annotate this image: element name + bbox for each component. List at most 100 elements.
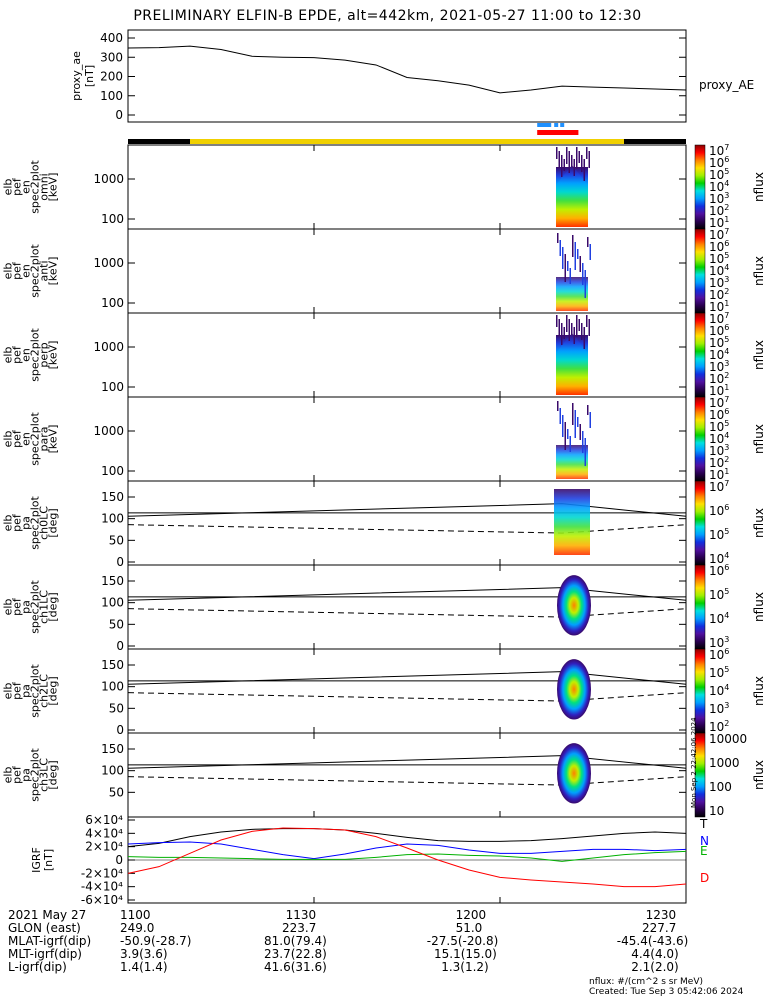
footer-cell: 41.6(31.6) (264, 960, 327, 974)
proxy-ae-tick-label: 300 (100, 50, 123, 64)
igrf-tick-label: 4×10⁴ (85, 826, 123, 840)
spectrogram-noise (556, 315, 558, 327)
colorbar-tick-base: 10 (709, 312, 724, 326)
colorbar-tick-exponent: 3 (724, 443, 729, 452)
panel-ylabel-line: spec2plot (29, 664, 42, 718)
footer-cell: 1130 (285, 908, 317, 922)
proxy-ae-tick-label: 400 (100, 31, 123, 45)
colorbar-tick-label: 103 (709, 275, 729, 290)
spectrogram-noise (558, 151, 560, 168)
footer-row-label: MLT-igrf(dip) (8, 947, 82, 961)
colorbar-tick-label: 102 (709, 287, 729, 302)
spectrogram-noise (563, 159, 565, 171)
panel-ylabel-line: pa (20, 516, 33, 530)
colorbar-tick-label: 102 (709, 455, 729, 470)
colorbar-tick-exponent: 3 (724, 191, 729, 200)
spectrogram-noise (573, 159, 575, 176)
igrf-legend-E: E (700, 844, 708, 858)
panel-ylabel-line: [deg] (47, 508, 60, 537)
panel-ylabel-line: [deg] (47, 676, 60, 705)
colorbar-tick-base: 10 (709, 648, 724, 662)
spectrogram-noise (566, 147, 568, 164)
panel-ylabel-line: elb (2, 431, 15, 448)
colorbar-tick-label: 105 (709, 527, 729, 542)
colorbar-tick-label: 106 (709, 503, 729, 518)
orbit-bar-yellow (190, 139, 624, 144)
colorbar-tick-label: 104 (709, 347, 729, 362)
colorbar-tick-base: 10 (709, 156, 724, 170)
colorbar-tick-label: 105 (709, 251, 729, 266)
colorbar-tick-label: 104 (709, 431, 729, 446)
loss-cone-dashed (127, 776, 687, 786)
spectrogram-noise (578, 151, 580, 163)
colorbar-tick-label: 103 (709, 443, 729, 458)
panel-ylabel-line: en (20, 180, 33, 194)
colorbar-label: nflux (752, 256, 766, 286)
colorbar-tick-exponent: 5 (724, 167, 729, 176)
colorbar-tick-exponent: 7 (724, 311, 729, 320)
units-text: nflux: #/(cm^2 s sr MeV) (589, 977, 703, 987)
spectrogram-noise (589, 244, 591, 260)
spectrogram-noise (574, 410, 576, 438)
y-tick-label: 50 (109, 701, 124, 715)
colorbar-tick-base: 10 (709, 456, 724, 470)
colorbar-tick-label: 104 (709, 611, 729, 626)
loss-cone-solid (127, 587, 687, 601)
panel-ylabel-line: spec2plot (29, 496, 42, 550)
y-tick-label: 150 (101, 742, 124, 756)
y-tick-label: 50 (109, 533, 124, 547)
spectrogram-frame (127, 144, 687, 230)
igrf-line-T (127, 828, 687, 848)
colorbar-tick-label: 104 (709, 683, 729, 698)
colorbar (694, 144, 706, 230)
colorbar-tick-base: 10 (709, 276, 724, 290)
igrf-legend-N: N (700, 834, 709, 848)
colorbar-tick-label: 1000 (709, 756, 740, 770)
panel-ylabel-line: spec2plot (29, 160, 42, 214)
footer-cell: 227.7 (642, 921, 677, 935)
spectrogram-noise (581, 155, 583, 172)
colorbar-tick-exponent: 7 (724, 395, 729, 404)
colorbar-label: nflux (752, 172, 766, 202)
y-tick-label: 1000 (93, 340, 124, 354)
colorbar-tick-label: 101 (709, 467, 729, 482)
colorbar-tick-exponent: 2 (724, 719, 729, 728)
colorbar-tick-exponent: 5 (724, 587, 729, 596)
panel-ylabel-line: [keV] (47, 341, 60, 370)
y-tick-label: 100 (101, 296, 124, 310)
colorbar-tick-base: 10 (709, 444, 724, 458)
panel-ylabel-line: omni (38, 173, 51, 200)
colorbar-tick-label: 100 (709, 780, 732, 794)
colorbar-tick-base: 10 (709, 300, 724, 314)
colorbar-tick-base: 10 (709, 564, 724, 578)
colorbar-tick-base: 10 (709, 528, 724, 542)
colorbar-tick-exponent: 6 (724, 647, 729, 656)
colorbar-tick-base: 10 (709, 252, 724, 266)
colorbar-tick-exponent: 4 (724, 347, 729, 356)
spectrogram-noise (577, 249, 579, 259)
panel-ylabel-line: pef (11, 681, 24, 700)
igrf-ylabel: IGRF[nT] (30, 847, 55, 873)
spectrogram-noise (566, 315, 568, 332)
colorbar-tick-exponent: 2 (724, 455, 729, 464)
colorbar-tick-exponent: 2 (724, 203, 729, 212)
footer-cell: 51.0 (455, 921, 483, 935)
colorbar-tick-base: 10 (709, 480, 724, 494)
spectrogram-noise (563, 327, 565, 339)
panel-ylabel-line: pef (11, 597, 24, 616)
pa-spectrogram-blob (557, 575, 591, 636)
igrf-legend-T: T (699, 817, 708, 831)
spectrogram-frame (127, 648, 687, 734)
colorbar (694, 228, 706, 314)
spectrogram-noise (577, 417, 579, 427)
panel-ylabel-line: ch0LC (38, 506, 51, 540)
proxy-ae-frame (127, 29, 687, 123)
colorbar-tick-base: 10 (709, 396, 724, 410)
colorbar-tick-base: 10 (709, 684, 724, 698)
panel-ylabel-line: ch2LC (38, 674, 51, 708)
colorbar-tick-label: 104 (709, 551, 729, 566)
spectrogram-noise (556, 147, 558, 159)
igrf-line-N (127, 841, 687, 860)
colorbar-tick-exponent: 6 (724, 155, 729, 164)
y-tick-label: 100 (101, 764, 124, 778)
